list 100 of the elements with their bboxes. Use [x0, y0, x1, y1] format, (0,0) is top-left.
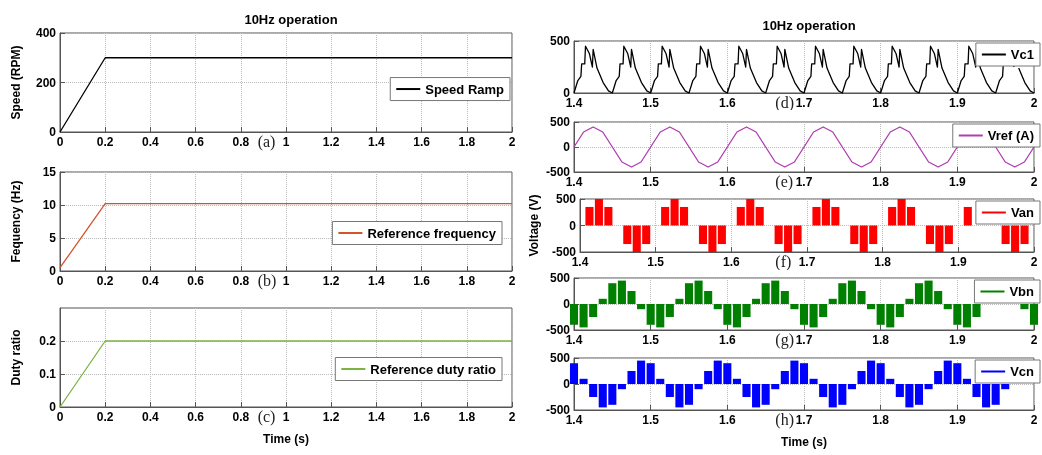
y-tick-label: 0.1	[39, 367, 57, 381]
x-tick-label: 1.8	[458, 274, 476, 288]
bar	[665, 304, 674, 317]
x-tick-label: 1.4	[368, 274, 386, 288]
y-axis-title: Speed (RPM)	[9, 45, 23, 120]
bar	[914, 283, 924, 304]
bar	[819, 384, 828, 397]
y-tick-label: 5	[49, 231, 57, 245]
x-tick-label: 0.4	[142, 274, 160, 288]
bar	[694, 384, 703, 390]
x-tick-label: 1.5	[647, 255, 665, 269]
x-tick-label: 0.6	[187, 274, 205, 288]
x-tick-label: 1.8	[872, 96, 890, 110]
bar	[589, 384, 598, 397]
y-tick-label: 0	[49, 264, 57, 278]
legend-label: Speed Ramp	[425, 81, 505, 97]
bar	[914, 384, 924, 405]
x-tick-label: 0.4	[142, 135, 160, 149]
bar	[1020, 225, 1029, 245]
x-tick-label: 1.5	[642, 413, 660, 427]
y-tick-label: 0	[569, 218, 577, 233]
bar	[905, 298, 914, 304]
bar	[934, 371, 943, 384]
y-tick-label: 500	[549, 271, 571, 285]
x-tick-label: 1.4	[368, 135, 386, 149]
x-tick-label: 0.8	[232, 135, 250, 149]
y-tick-label: 400	[35, 26, 57, 40]
bar	[732, 378, 741, 384]
x-tick-label: 2	[508, 135, 516, 149]
x-tick-label: 2	[1030, 413, 1038, 427]
y-tick-label: 0	[49, 125, 57, 139]
x-tick-label: 1.8	[458, 135, 476, 149]
bar	[850, 225, 859, 245]
x-tick-label: 1.8	[872, 175, 890, 189]
chart-title: 10Hz operation	[244, 12, 338, 27]
y-tick-label: 0	[563, 297, 571, 311]
x-tick-label: 1.9	[948, 96, 966, 110]
bar	[924, 384, 933, 390]
legend-label: Vcn	[1010, 364, 1035, 379]
x-tick-label: 1.6	[413, 410, 431, 424]
x-tick-label: 1.4	[368, 410, 386, 424]
legend-label: Vc1	[1010, 47, 1035, 62]
x-tick-label: 1.2	[322, 274, 340, 288]
x-tick-label: 1.7	[795, 413, 813, 427]
annotation: (c)	[257, 407, 276, 426]
x-tick-label: 0.2	[96, 410, 114, 424]
x-tick-label: 1.8	[872, 333, 890, 347]
y-axis-title: Duty ratio	[9, 329, 23, 386]
bar	[637, 304, 646, 310]
x-tick-label: 1.7	[795, 333, 813, 347]
x-axis-title: Time (s)	[781, 435, 827, 449]
x-tick-label: 1.5	[642, 333, 660, 347]
bar	[799, 304, 809, 325]
x-tick-label: 1	[282, 410, 290, 424]
bar	[684, 283, 694, 304]
legend-label: Van	[1010, 205, 1035, 220]
bar	[569, 304, 579, 325]
bar	[780, 291, 789, 304]
x-tick-label: 1.6	[413, 135, 431, 149]
x-tick-label: 1	[282, 135, 290, 149]
bar	[809, 378, 818, 384]
bar	[684, 384, 694, 405]
bar	[623, 225, 632, 245]
x-tick-label: 1.5	[642, 175, 660, 189]
bar	[799, 363, 809, 384]
bar	[790, 304, 799, 310]
x-tick-label: 1.9	[948, 175, 966, 189]
bar	[1020, 304, 1029, 310]
y-tick-label: 0	[563, 377, 571, 391]
x-tick-label: 2	[1030, 96, 1038, 110]
x-tick-label: 1.7	[798, 255, 816, 269]
x-tick-label: 1	[282, 274, 290, 288]
x-tick-label: 1.6	[722, 255, 740, 269]
text: (f)	[775, 252, 792, 271]
y-tick-label: 15	[42, 165, 57, 179]
x-tick-label: 2	[1030, 255, 1038, 269]
bar	[704, 371, 713, 384]
x-tick-label: 1.8	[872, 413, 890, 427]
x-tick-label: 0.8	[232, 410, 250, 424]
x-tick-label: 0.6	[187, 410, 205, 424]
x-tick-label: 1.5	[642, 96, 660, 110]
y-tick-label: 0	[49, 400, 57, 414]
annotation: (g)	[775, 330, 794, 349]
bar	[963, 206, 972, 226]
y-axis-title: Voltage (V)	[527, 194, 541, 257]
annotation: (e)	[775, 172, 794, 191]
x-tick-label: 0.4	[142, 410, 160, 424]
y-tick-label: 10	[42, 198, 57, 212]
y-tick-label: 500	[549, 115, 571, 129]
x-tick-label: 1.9	[948, 333, 966, 347]
x-tick-label: 1.6	[718, 175, 736, 189]
x-tick-label: 2	[1030, 175, 1038, 189]
y-axis-title: Fequency (Hz)	[9, 180, 23, 263]
x-tick-label: 1.8	[458, 410, 476, 424]
annotation: (h)	[775, 410, 794, 429]
x-tick-label: 1.9	[948, 413, 966, 427]
x-tick-label: 1.7	[795, 96, 813, 110]
bar	[617, 384, 626, 390]
bar	[752, 298, 761, 304]
legend-label: Reference frequency	[367, 225, 497, 241]
